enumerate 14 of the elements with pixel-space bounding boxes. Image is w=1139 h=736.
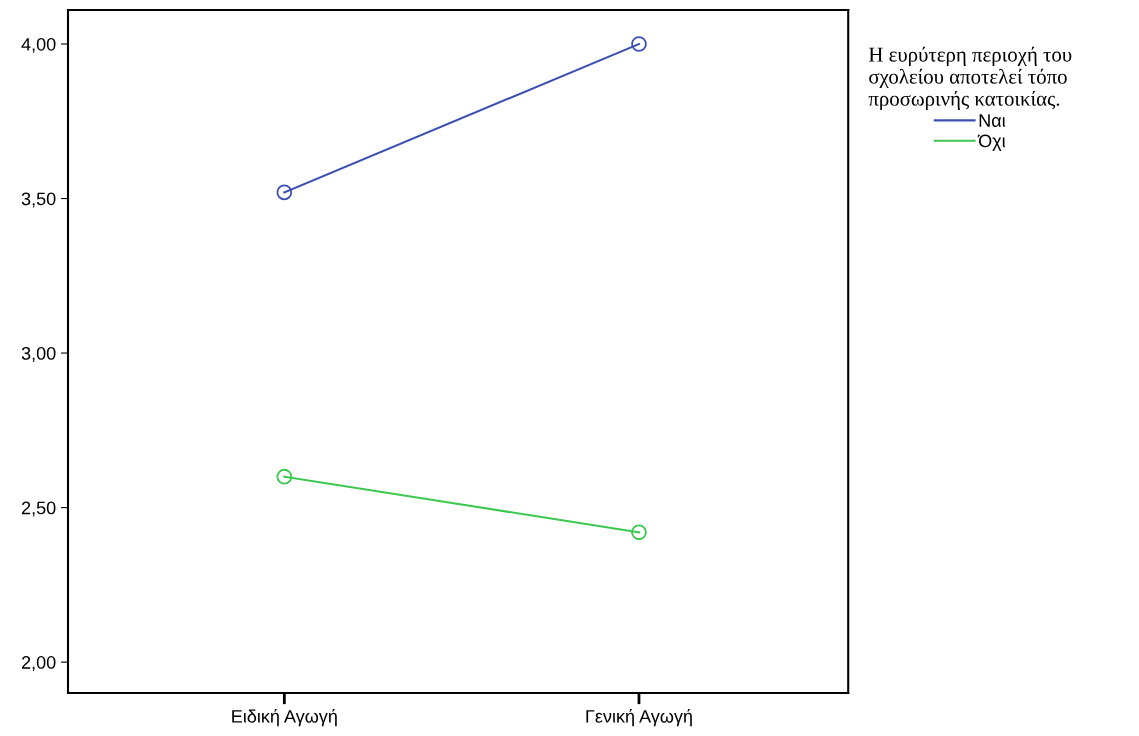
y-tick-label: 3,00 [21,346,56,362]
y-tick-label: 2,00 [21,656,56,671]
legend-label: Όχι [977,134,1006,151]
legend-title: Η ευρύτερη περιοχή του σχολείου αποτελεί τόπο προσωρινής κατοικίας. [868,46,1072,111]
x-tick-label: Γενική Αγωγή [586,708,692,727]
y-tick-label: 4,00 [21,37,56,53]
y-tick-label: 2,50 [21,501,56,517]
point [631,524,647,541]
point [631,36,647,52]
y-tick-label: 3,50 [21,192,56,208]
x-tick-label: Ειδική Αγωγή [232,708,337,727]
point [276,184,293,201]
legend-label: Ναι [979,114,1006,127]
point [276,468,293,485]
